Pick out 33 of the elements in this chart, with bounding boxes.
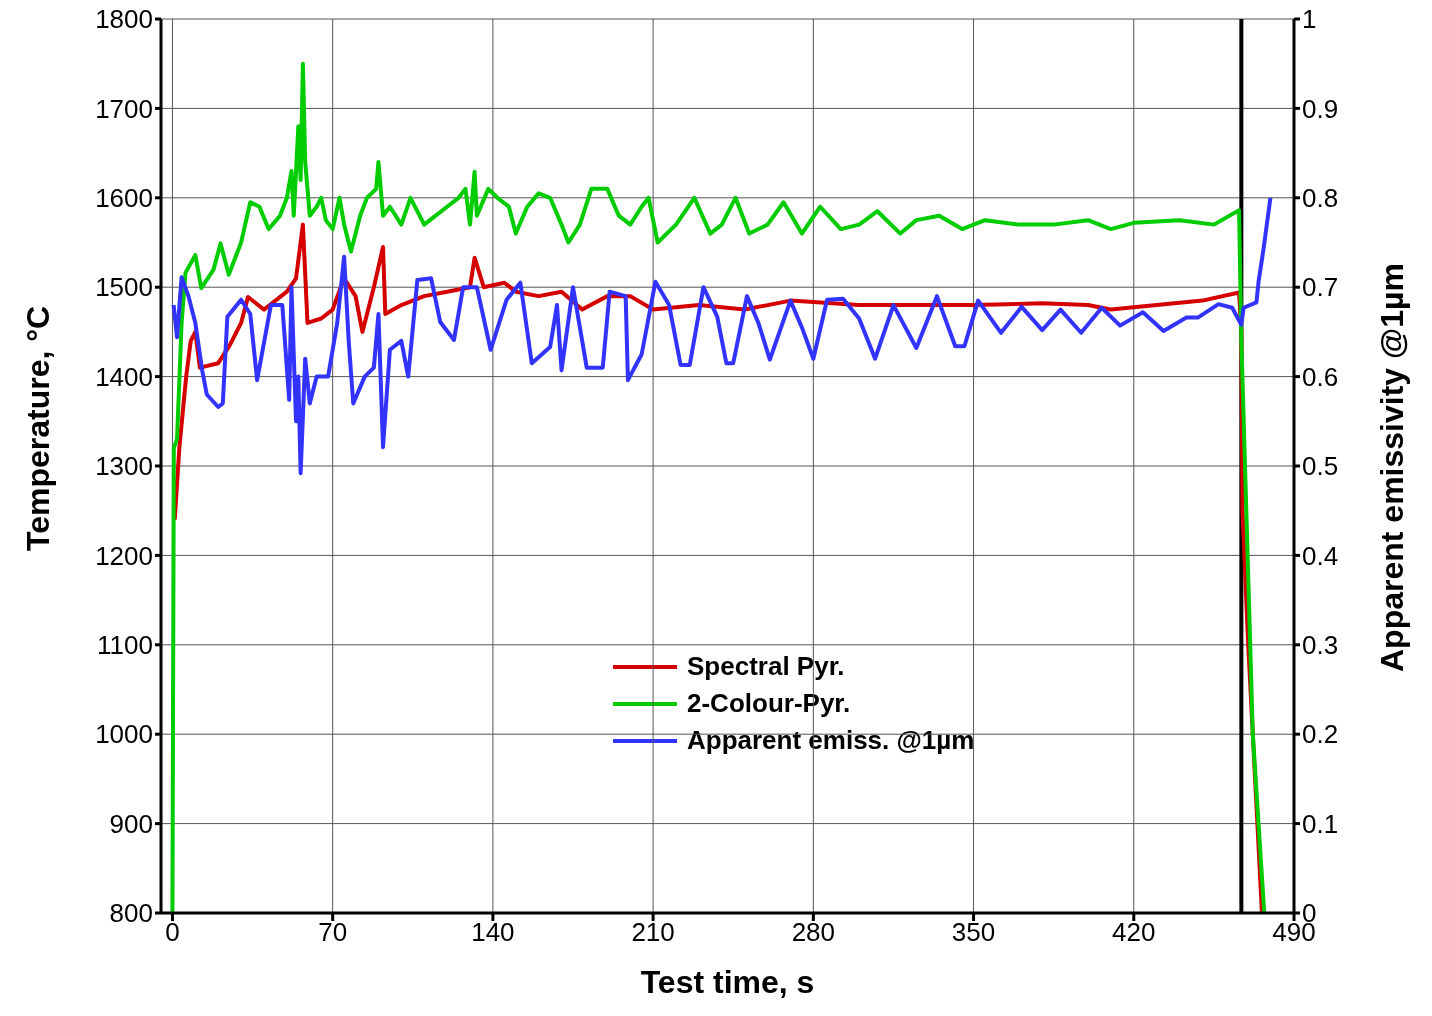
y-axis-title: Temperature, °C: [20, 304, 57, 553]
y2-axis-title: Apparent emissivity @1µm: [1374, 262, 1411, 675]
x-tick-label: 140: [471, 917, 515, 948]
line-series: [171, 195, 1273, 476]
x-tick-label: 350: [951, 917, 996, 948]
y2-tick-label: 1: [1302, 4, 1317, 35]
y2-tick-label: 0.3: [1302, 630, 1339, 661]
x-tick-label: 70: [318, 917, 348, 948]
y-tick-label: 1100: [97, 630, 153, 661]
y-tick-label: 800: [109, 898, 153, 929]
x-axis-title: Test time, s: [640, 964, 815, 1000]
y2-tick-label: 0.4: [1302, 540, 1339, 571]
y-tick-label: 1600: [95, 183, 153, 214]
y2-tick-label: 0.9: [1302, 93, 1339, 124]
y-tick-label: 1500: [95, 272, 153, 303]
x-tick-label: 0: [165, 917, 180, 948]
y-tick-label: 1800: [95, 4, 153, 35]
y-tick-label: 1200: [95, 540, 153, 571]
y-tick-label: 1700: [95, 93, 153, 124]
y-tick-label: 1400: [95, 361, 153, 392]
y2-tick-label: 0.7: [1302, 272, 1339, 303]
y2-tick-label: 0.8: [1302, 183, 1339, 214]
x-tick-label: 420: [1112, 917, 1156, 948]
line-series: [170, 61, 1267, 913]
x-tick-label: 280: [791, 917, 836, 948]
y-tick-label: 1000: [95, 719, 153, 750]
x-tick-label: 210: [631, 917, 675, 948]
y2-tick-label: 0.1: [1302, 808, 1339, 839]
y-tick-label: 1300: [95, 451, 153, 482]
y-tick-label: 900: [109, 808, 153, 839]
y2-tick-label: 0.2: [1302, 719, 1339, 750]
y2-tick-label: 0.5: [1302, 451, 1339, 482]
y2-tick-label: 0.6: [1302, 361, 1339, 392]
